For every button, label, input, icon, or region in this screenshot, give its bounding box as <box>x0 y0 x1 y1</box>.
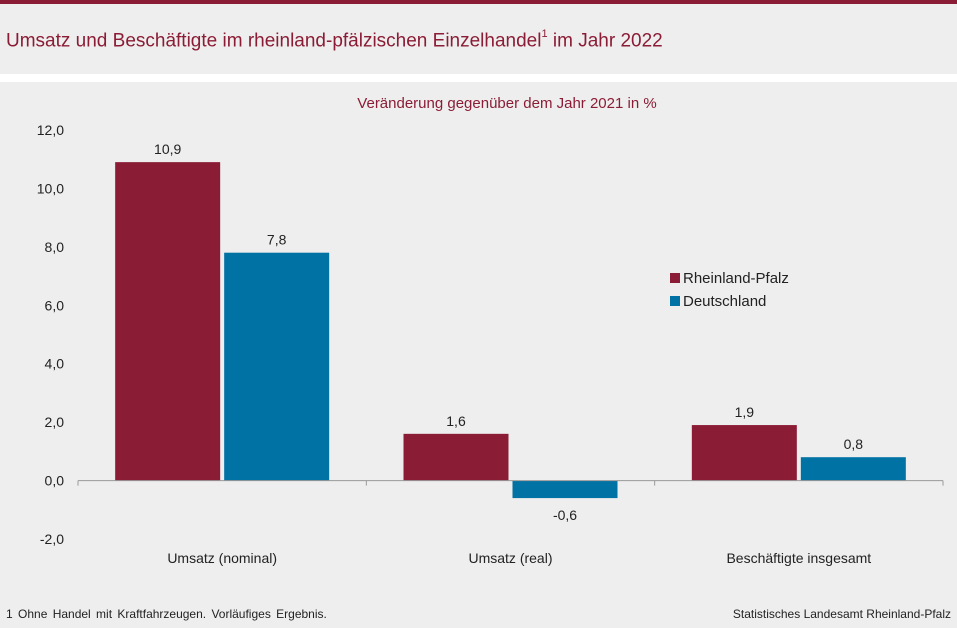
chart-subtitle: Veränderung gegenüber dem Jahr 2021 in % <box>357 95 656 112</box>
chart-title: Umsatz und Beschäftigte im rheinland-pfä… <box>6 28 663 52</box>
bar-value-label: 1,9 <box>735 404 755 420</box>
bar-value-label: 1,6 <box>446 413 466 429</box>
chart-header: Umsatz und Beschäftigte im rheinland-pfä… <box>0 4 957 74</box>
y-tick-label: 10,0 <box>37 180 64 196</box>
bar-rheinland-pfalz <box>403 433 509 481</box>
top-accent-rule <box>0 0 957 4</box>
y-tick-label: 0,0 <box>45 473 65 489</box>
bar-value-label: 7,8 <box>267 232 287 248</box>
x-category-label: Umsatz (nominal) <box>167 550 277 566</box>
bar-deutschland <box>800 457 906 481</box>
bar-deutschland <box>512 480 618 499</box>
bar-rheinland-pfalz <box>115 162 221 481</box>
y-tick-label: 8,0 <box>45 239 65 255</box>
y-tick-label: 4,0 <box>45 356 65 372</box>
legend-label: Deutschland <box>683 293 766 310</box>
y-tick-label: 12,0 <box>37 122 64 138</box>
y-tick-label: -2,0 <box>40 531 64 547</box>
y-tick-label: 2,0 <box>45 414 65 430</box>
legend-swatch <box>670 273 680 283</box>
bar-rheinland-pfalz <box>691 425 797 481</box>
legend-label: Rheinland-Pfalz <box>683 270 789 287</box>
x-category-label: Beschäftigte insgesamt <box>726 550 871 566</box>
bar-deutschland <box>224 252 330 481</box>
source-note: Statistisches Landesamt Rheinland-Pfalz <box>732 607 951 621</box>
bar-value-label: 0,8 <box>844 436 864 452</box>
header-separator <box>0 74 957 82</box>
bar-value-label: 10,9 <box>154 141 181 157</box>
y-tick-label: 6,0 <box>45 297 65 313</box>
footnote: 1 Ohne Handel mit Kraftfahrzeugen. Vorlä… <box>6 607 327 621</box>
x-category-label: Umsatz (real) <box>468 550 552 566</box>
legend-swatch <box>670 296 680 306</box>
bar-value-label: -0,6 <box>553 507 577 523</box>
